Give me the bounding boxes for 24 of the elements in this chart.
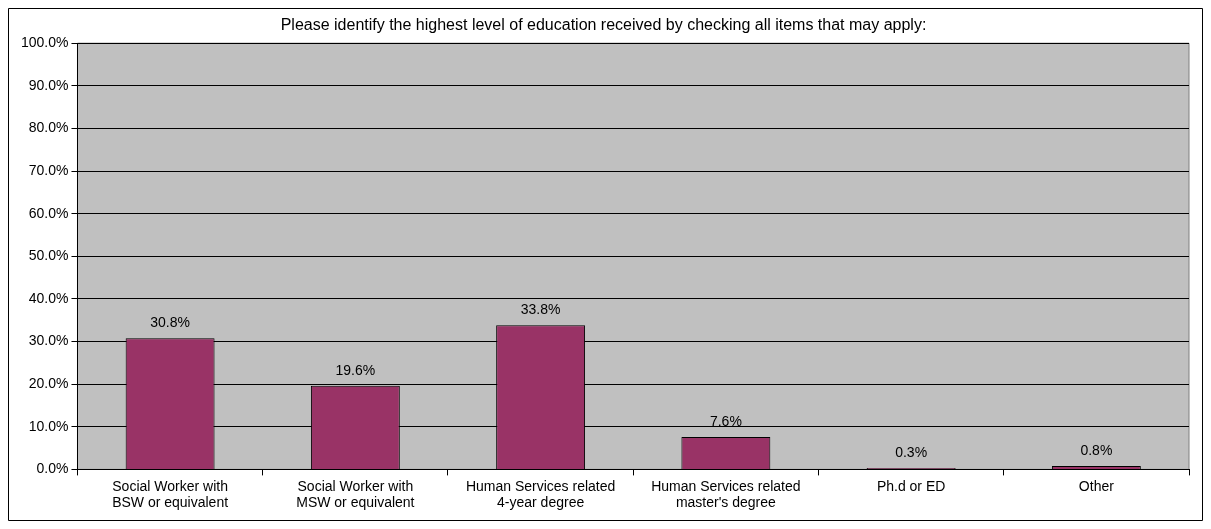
- y-tick-label: 80.0%: [28, 119, 69, 136]
- y-tick-label: 100.0%: [21, 34, 69, 51]
- data-label: 33.8%: [520, 301, 561, 318]
- x-tick-label: Other: [1078, 477, 1115, 494]
- y-tick-label: 50.0%: [28, 247, 69, 264]
- y-tick-label: 40.0%: [28, 289, 69, 306]
- data-label: 30.8%: [150, 313, 190, 330]
- y-tick-label: 10.0%: [28, 417, 69, 434]
- data-label: 0.3%: [895, 443, 928, 460]
- y-tick-label: 30.0%: [28, 332, 69, 349]
- x-tick-label: Human Services related master's degree: [651, 477, 801, 511]
- x-tick-label: Human Services related 4-year degree: [465, 477, 616, 511]
- y-tick-label: 90.0%: [28, 76, 69, 93]
- x-tick-label: Social Worker with BSW or equivalent: [112, 477, 229, 511]
- y-tick-label: 70.0%: [28, 161, 69, 178]
- y-tick-label: 60.0%: [28, 204, 69, 221]
- data-label: 19.6%: [335, 361, 376, 378]
- y-tick-label: 0.0%: [36, 460, 69, 477]
- y-tick-label: 20.0%: [28, 375, 69, 392]
- x-tick-label: Social Worker with MSW or equivalent: [296, 477, 415, 511]
- x-tick-label: Ph.d or ED: [876, 477, 946, 494]
- data-label: 0.8%: [1080, 441, 1113, 458]
- chart-title: Please identify the highest level of education received by checking all items that may apply:: [280, 16, 927, 34]
- data-label: 7.6%: [709, 412, 742, 429]
